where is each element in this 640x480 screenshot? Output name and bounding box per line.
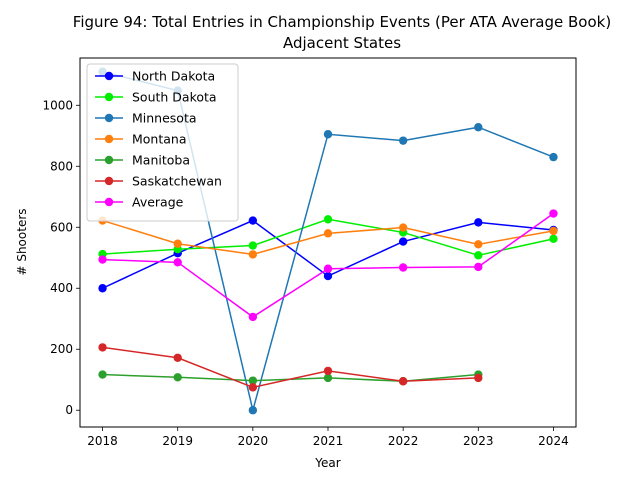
data-point: [323, 229, 333, 238]
legend-label: Manitoba: [132, 153, 190, 168]
data-point: [248, 406, 258, 415]
data-point: [398, 377, 408, 386]
legend-swatch-marker: [104, 92, 114, 102]
data-point: [248, 383, 258, 392]
y-tick-label: 200: [50, 342, 73, 356]
x-tick-label: 2021: [313, 434, 344, 448]
data-point: [474, 251, 483, 260]
legend-swatch-marker: [104, 113, 114, 123]
legend: North Dakota South Dakota Minnesota Montana…: [86, 63, 239, 222]
series-montana: [98, 216, 558, 259]
x-tick-label: 2023: [463, 434, 494, 448]
x-axis-label: Year: [314, 456, 340, 470]
x-axis-ticks: 2018 2019 2020 2021 2022 2023 2024: [87, 427, 569, 448]
data-point: [98, 284, 107, 293]
x-tick-label: 2018: [87, 434, 118, 448]
data-point: [173, 258, 182, 267]
data-point: [549, 226, 558, 236]
legend-swatch-marker: [104, 197, 114, 207]
data-point: [549, 209, 558, 218]
data-point: [323, 264, 333, 273]
y-tick-label: 600: [50, 220, 73, 234]
series-line: [102, 346, 479, 389]
y-axis-ticks: 0 200 400 600 800 1000: [42, 98, 80, 417]
data-point: [323, 130, 333, 139]
data-point: [398, 263, 408, 272]
data-point: [549, 234, 558, 244]
legend-label: Saskatchewan: [132, 174, 222, 189]
data-point: [398, 237, 408, 246]
x-tick-label: 2019: [162, 434, 193, 448]
data-point: [398, 136, 408, 145]
data-point: [474, 240, 483, 249]
data-point: [398, 223, 408, 232]
legend-swatch-marker: [104, 155, 114, 165]
data-point: [98, 343, 107, 352]
data-point: [173, 373, 182, 382]
series-layer: [98, 67, 558, 415]
data-point: [173, 239, 182, 248]
data-point: [248, 312, 258, 322]
legend-label: Minnesota: [132, 111, 197, 126]
legend-swatch-marker: [104, 176, 114, 186]
chart-subtitle: Adjacent States: [283, 34, 401, 52]
y-tick-label: 800: [50, 159, 73, 173]
data-point: [248, 376, 258, 385]
data-point: [474, 218, 483, 227]
y-axis-label: # Shooters: [15, 208, 29, 275]
x-tick-label: 2020: [238, 434, 269, 448]
data-point: [323, 366, 333, 376]
legend-label: South Dakota: [132, 90, 217, 105]
data-point: [474, 262, 483, 272]
data-point: [474, 373, 483, 383]
data-point: [474, 123, 483, 132]
y-tick-label: 1000: [42, 98, 73, 112]
x-tick-label: 2022: [388, 434, 419, 448]
data-point: [248, 250, 258, 259]
chart-title: Figure 94: Total Entries in Championship…: [73, 13, 611, 31]
data-point: [248, 216, 258, 225]
series-average: [98, 209, 558, 322]
legend-swatch-marker: [104, 134, 114, 144]
legend-swatch-marker: [104, 71, 114, 81]
legend-label: North Dakota: [132, 69, 215, 84]
data-point: [323, 271, 333, 281]
data-point: [248, 241, 258, 250]
series-saskatchewan: [98, 343, 483, 392]
data-point: [323, 373, 333, 383]
data-point: [98, 255, 107, 264]
legend-label: Average: [132, 195, 184, 210]
data-point: [98, 370, 107, 379]
data-point: [173, 353, 182, 362]
legend-box: [86, 63, 239, 222]
data-point: [549, 152, 558, 162]
legend-label: Montana: [132, 132, 187, 147]
y-tick-label: 0: [65, 403, 73, 417]
x-tick-label: 2024: [538, 434, 569, 448]
y-tick-label: 400: [50, 281, 73, 295]
data-point: [323, 215, 333, 224]
